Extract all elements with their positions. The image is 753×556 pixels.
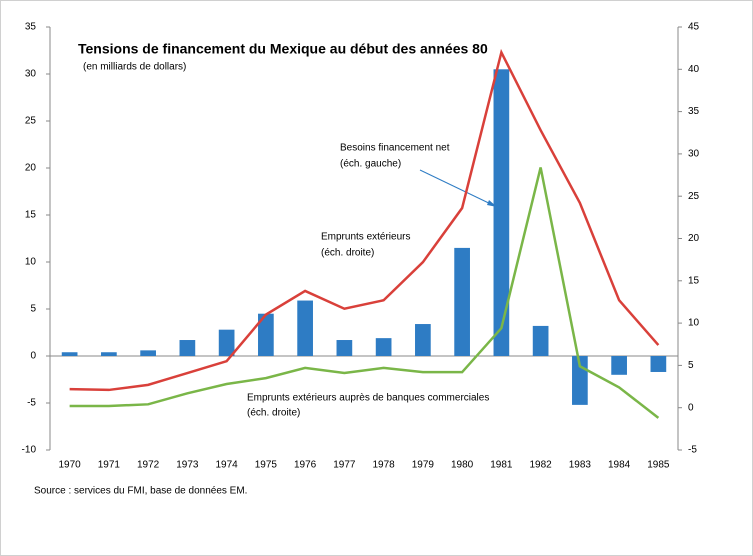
source: Source : services du FMI, base de donnée…: [34, 486, 247, 497]
y2-tick-label: 20: [688, 233, 700, 244]
y-tick-label: -5: [27, 398, 36, 409]
x-tick-label: 1979: [412, 460, 435, 471]
bar: [101, 352, 117, 356]
y2-tick-label: 5: [688, 360, 694, 371]
y-tick-label: 25: [25, 116, 37, 127]
bar: [218, 329, 235, 356]
bar: [650, 356, 667, 372]
annotation: (éch. droite): [247, 408, 300, 419]
line: [69, 167, 660, 419]
bar: [375, 338, 392, 356]
y-tick-label: 35: [25, 22, 37, 33]
chart-subtitle: (en milliards de dollars): [83, 62, 186, 73]
x-tick-label: 1978: [373, 460, 396, 471]
bar: [258, 313, 274, 356]
x-tick-label: 1984: [608, 460, 631, 471]
annotation: (éch. droite): [321, 248, 374, 259]
y-tick-label: 5: [30, 304, 36, 315]
bar: [611, 356, 627, 375]
chart-title: Tensions de financement du Mexique au dé…: [78, 41, 488, 57]
x-tick-label: 1976: [294, 460, 317, 471]
x-tick-label: 1974: [216, 460, 239, 471]
bar: [336, 340, 353, 356]
y2-tick-label: 15: [688, 275, 700, 286]
x-tick-label: 1985: [647, 460, 670, 471]
x-tick-label: 1980: [451, 460, 474, 471]
x-tick-label: 1982: [530, 460, 553, 471]
y-tick-label: 10: [25, 257, 37, 268]
y-tick-label: 30: [25, 69, 37, 80]
y2-tick-label: -5: [688, 445, 697, 456]
x-tick-label: 1973: [176, 460, 199, 471]
x-tick-label: 1975: [255, 460, 278, 471]
annotation: Emprunts extérieurs auprès de banques co…: [247, 393, 489, 404]
annotation: Emprunts extérieurs: [321, 232, 410, 243]
y-tick-label: 15: [25, 210, 37, 221]
bar: [61, 352, 78, 356]
bar: [532, 325, 549, 356]
y-tick-label: -10: [22, 445, 37, 456]
y-tick-label: 20: [25, 163, 37, 174]
bar: [297, 300, 313, 356]
y2-tick-label: 40: [688, 64, 700, 75]
x-tick-label: 1971: [98, 460, 121, 471]
y2-tick-label: 25: [688, 191, 700, 202]
y2-tick-label: 30: [688, 149, 700, 160]
x-tick-label: 1981: [490, 460, 513, 471]
x-tick-label: 1977: [333, 460, 356, 471]
bar: [415, 324, 431, 356]
bar: [179, 340, 196, 356]
x-tick-label: 1972: [137, 460, 160, 471]
annotation-arrow: [419, 169, 498, 208]
y2-tick-label: 10: [688, 318, 700, 329]
y2-tick-label: 0: [688, 402, 694, 413]
bar: [493, 69, 510, 357]
x-tick-label: 1970: [59, 460, 82, 471]
bar: [140, 350, 156, 356]
x-tick-label: 1983: [569, 460, 592, 471]
y-tick-label: 0: [30, 351, 36, 362]
y2-tick-label: 45: [688, 22, 700, 33]
annotation: Besoins financement net: [340, 143, 450, 154]
y2-tick-label: 35: [688, 106, 700, 117]
line: [69, 48, 660, 392]
annotation: (éch. gauche): [340, 159, 401, 170]
bar: [454, 247, 470, 356]
